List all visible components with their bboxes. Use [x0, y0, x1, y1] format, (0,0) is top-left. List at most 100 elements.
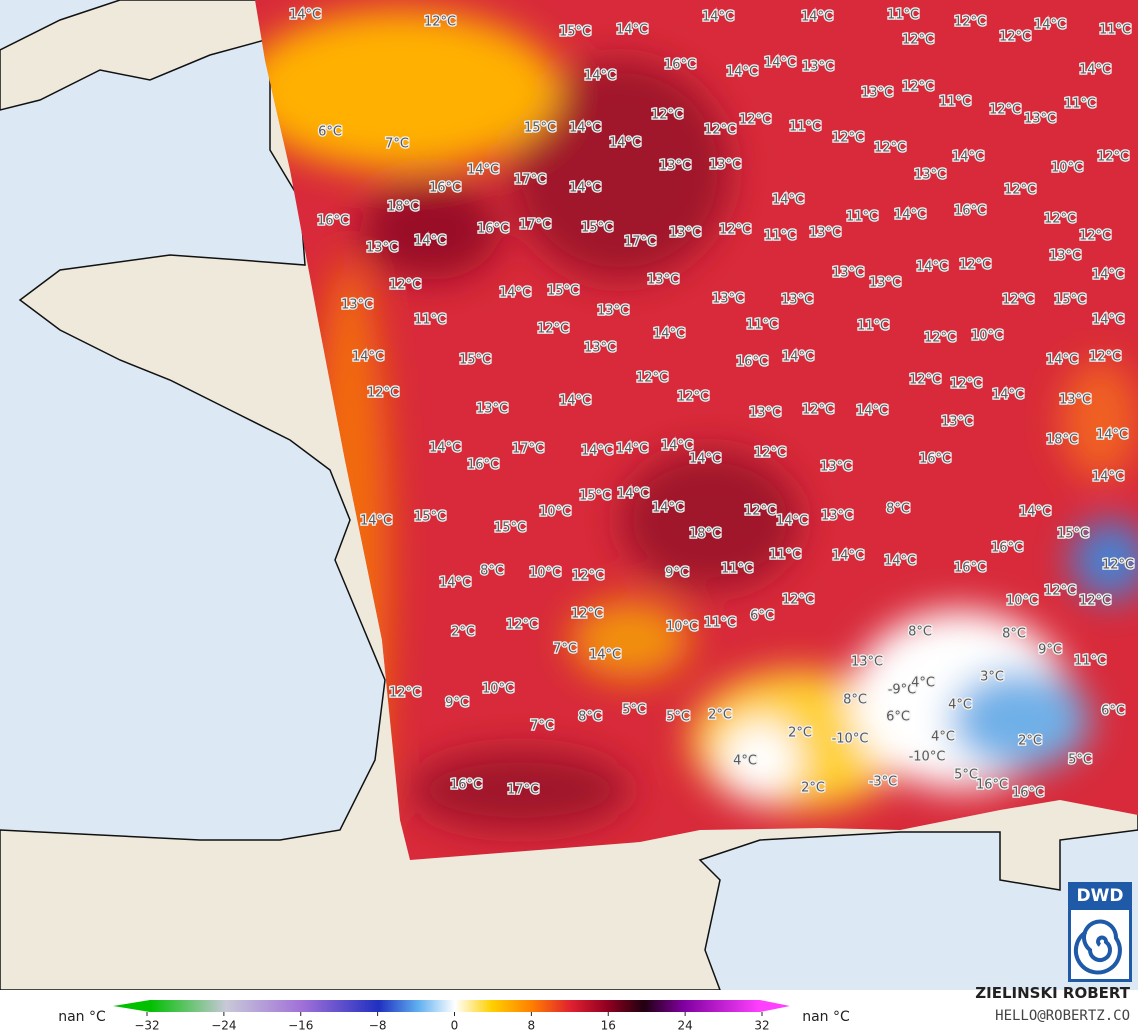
- temperature-label: 5°C: [1068, 753, 1092, 768]
- temperature-label: 11°C: [414, 313, 446, 328]
- temperature-label: -10°C: [832, 732, 869, 747]
- temperature-label: 12°C: [651, 108, 683, 123]
- temperature-label: 8°C: [1002, 627, 1026, 642]
- land-britain: [0, 0, 266, 111]
- temperature-label: 10°C: [666, 620, 698, 635]
- temperature-label: 13°C: [1024, 112, 1056, 127]
- temperature-label: 15°C: [1057, 527, 1089, 542]
- temperature-label: 14°C: [616, 23, 648, 38]
- temperature-label: 15°C: [414, 510, 446, 525]
- colorbar-tick-label: 32: [754, 1019, 769, 1033]
- colorbar-tick-label: 0: [451, 1019, 459, 1033]
- logo-text: DWD: [1077, 886, 1124, 906]
- temperature-label: 11°C: [846, 210, 878, 225]
- temperature-label: 13°C: [712, 292, 744, 307]
- temperature-label: 14°C: [772, 193, 804, 208]
- colorbar-arrow-left: [113, 1000, 150, 1012]
- temperature-label: 12°C: [389, 278, 421, 293]
- temperature-label: 13°C: [341, 298, 373, 313]
- temperature-label: 14°C: [589, 648, 621, 663]
- temperature-label: 14°C: [801, 10, 833, 25]
- temperature-label: 14°C: [581, 444, 613, 459]
- temperature-label: 16°C: [1012, 786, 1044, 801]
- temperature-label: 17°C: [514, 173, 546, 188]
- temperature-label: 14°C: [584, 69, 616, 84]
- temperature-label: 11°C: [764, 229, 796, 244]
- temperature-label: 10°C: [529, 566, 561, 581]
- temperature-label: 14°C: [856, 404, 888, 419]
- temperature-label: 14°C: [1092, 268, 1124, 283]
- temperature-label: 14°C: [467, 163, 499, 178]
- temperature-label: 17°C: [512, 442, 544, 457]
- temperature-label: 12°C: [506, 618, 538, 633]
- temperature-label: 13°C: [781, 293, 813, 308]
- temperature-label: 14°C: [289, 8, 321, 23]
- temperature-label: 2°C: [708, 708, 732, 723]
- temperature-label: -9°C: [888, 683, 917, 698]
- temperature-label: 13°C: [869, 276, 901, 291]
- temperature-label: 16°C: [991, 541, 1023, 556]
- temperature-label: 16°C: [954, 561, 986, 576]
- temperature-label: 6°C: [886, 710, 910, 725]
- temperature-label: 16°C: [919, 452, 951, 467]
- temperature-label: 12°C: [1079, 229, 1111, 244]
- temperature-label: 12°C: [924, 331, 956, 346]
- temperature-label: 12°C: [1097, 150, 1129, 165]
- temperature-label: 13°C: [802, 60, 834, 75]
- temperature-label: 12°C: [1044, 212, 1076, 227]
- temperature-label: 12°C: [389, 686, 421, 701]
- temperature-label: 13°C: [832, 266, 864, 281]
- temperature-label: 9°C: [445, 696, 469, 711]
- temperature-label: 14°C: [429, 441, 461, 456]
- temperature-label: 11°C: [704, 616, 736, 631]
- temperature-label: 8°C: [843, 693, 867, 708]
- temperature-label: 12°C: [1079, 594, 1111, 609]
- colorbar-tick-label: −24: [211, 1019, 236, 1033]
- temperature-label: 14°C: [952, 150, 984, 165]
- temperature-label: 5°C: [954, 768, 978, 783]
- temperature-label: 12°C: [959, 258, 991, 273]
- temperature-label: 11°C: [939, 95, 971, 110]
- temperature-label: 11°C: [1064, 97, 1096, 112]
- temperature-label: 11°C: [857, 319, 889, 334]
- temperature-label: 10°C: [1006, 594, 1038, 609]
- temperature-label: 12°C: [909, 373, 941, 388]
- temperature-label: 16°C: [736, 355, 768, 370]
- temperature-label: 12°C: [367, 386, 399, 401]
- temperature-label: 13°C: [1049, 249, 1081, 264]
- temperature-label: 7°C: [530, 719, 554, 734]
- temperature-label: 14°C: [832, 549, 864, 564]
- temperature-label: 7°C: [385, 137, 409, 152]
- temperature-label: 11°C: [789, 120, 821, 135]
- temperature-label: 15°C: [579, 489, 611, 504]
- temperature-label: 14°C: [360, 514, 392, 529]
- temperature-label: 13°C: [861, 86, 893, 101]
- temperature-label: 2°C: [1018, 734, 1042, 749]
- temperature-label: 14°C: [1092, 313, 1124, 328]
- temperature-label: 15°C: [1054, 293, 1086, 308]
- temperature-label: 17°C: [507, 783, 539, 798]
- temperature-label: 4°C: [931, 730, 955, 745]
- temperature-label: 14°C: [569, 121, 601, 136]
- temperature-label: 13°C: [659, 159, 691, 174]
- temperature-label: 17°C: [519, 218, 551, 233]
- temperature-label: 12°C: [999, 30, 1031, 45]
- temperature-label: 14°C: [652, 501, 684, 516]
- temperature-label: 12°C: [424, 15, 456, 30]
- temperature-label: 13°C: [1059, 393, 1091, 408]
- colorbar-tick-label: −16: [288, 1019, 313, 1033]
- temperature-label: 16°C: [477, 222, 509, 237]
- colorbar-tick-label: 16: [601, 1019, 616, 1033]
- colorbar-tick-label: 24: [677, 1019, 692, 1033]
- temperature-label: 11°C: [1099, 23, 1131, 38]
- temperature-label: 14°C: [1019, 505, 1051, 520]
- temperature-label: 14°C: [569, 181, 601, 196]
- temperature-label: 2°C: [788, 726, 812, 741]
- colorbar-left-label: nan °C: [58, 1009, 106, 1025]
- temperature-label: 14°C: [702, 10, 734, 25]
- temperature-label: 14°C: [1034, 18, 1066, 33]
- temperature-label: 4°C: [911, 676, 935, 691]
- temperature-label: 12°C: [744, 504, 776, 519]
- logo-spiral: [1073, 919, 1122, 975]
- temperature-label: 14°C: [726, 65, 758, 80]
